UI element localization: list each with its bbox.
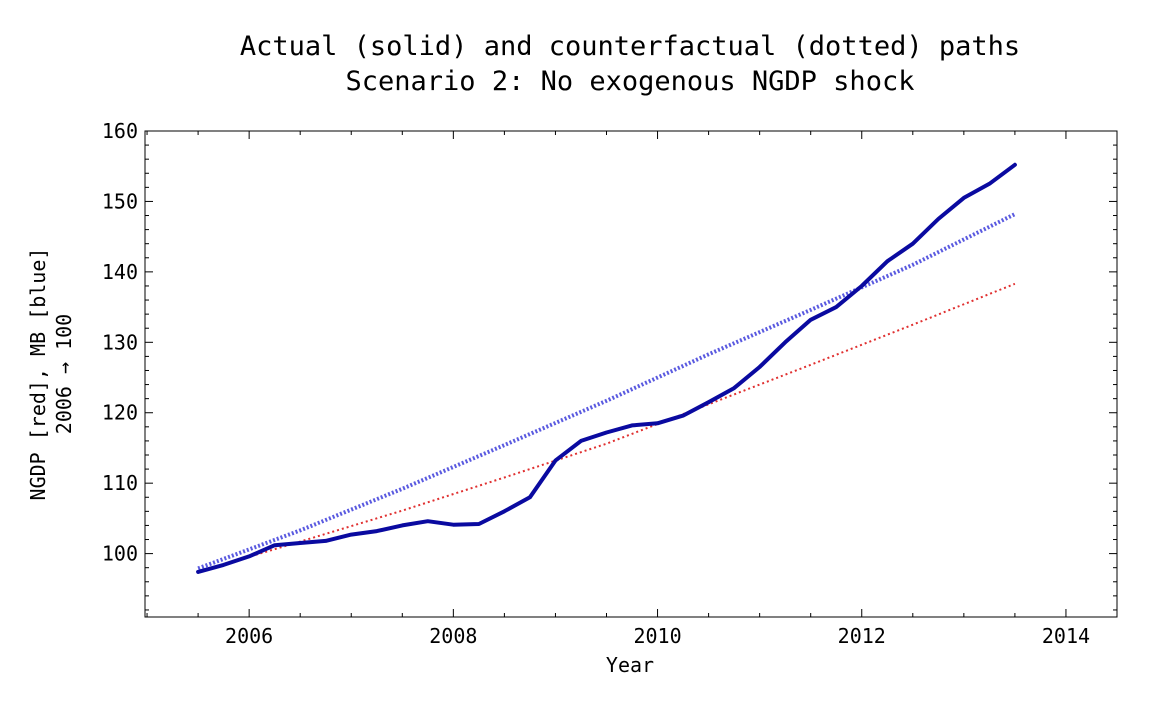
y-tick-label: 110 [102, 471, 138, 495]
series-line-dotted-thick [198, 214, 1015, 568]
y-axis-label-line2: 2006 → 100 [52, 314, 76, 434]
series-layer [198, 165, 1015, 572]
x-tick-label: 2014 [1042, 624, 1090, 648]
y-tick-label: 140 [102, 260, 138, 284]
x-tick-label: 2012 [838, 624, 886, 648]
x-axis-label: Year [606, 653, 654, 677]
y-tick-label: 150 [102, 189, 138, 213]
y-tick-label: 100 [102, 542, 138, 566]
x-tick-label: 2006 [225, 624, 273, 648]
y-tick-label: 160 [102, 119, 138, 143]
chart-subtitle: Scenario 2: No exogenous NGDP shock [346, 66, 915, 97]
chart-title: Actual (solid) and counterfactual (dotte… [240, 31, 1020, 62]
line-chart: Actual (solid) and counterfactual (dotte… [0, 0, 1152, 707]
series-line-solid [198, 165, 1015, 572]
x-tick-label: 2010 [633, 624, 681, 648]
series-line-dotted [198, 284, 1015, 572]
y-tick-label: 130 [102, 330, 138, 354]
chart-container: Actual (solid) and counterfactual (dotte… [0, 0, 1152, 707]
y-axis-ticks: 100 110 120 130 140 150 160 [102, 119, 1117, 610]
y-tick-label: 120 [102, 401, 138, 425]
y-axis-label-line1: NGDP [red], MB [blue] [26, 248, 50, 501]
x-tick-label: 2008 [429, 624, 477, 648]
